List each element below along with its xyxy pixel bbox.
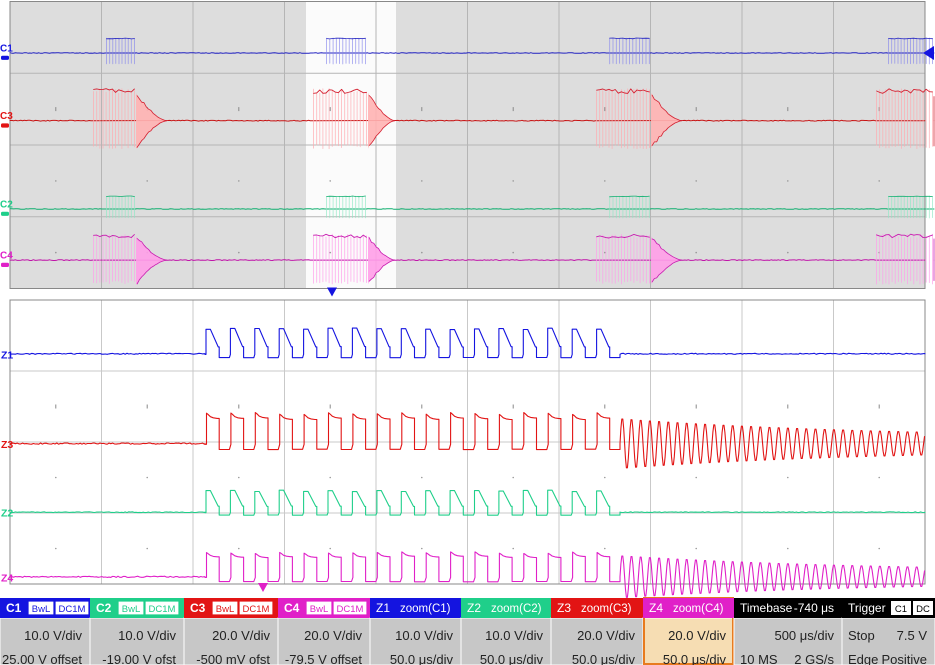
svg-text:BwL: BwL — [122, 604, 140, 615]
svg-text:Z1: Z1 — [376, 601, 390, 615]
svg-text:10.0 V/div: 10.0 V/div — [24, 628, 82, 643]
svg-text:C3: C3 — [190, 601, 206, 615]
svg-text:zoom(C4): zoom(C4) — [673, 603, 724, 615]
svg-text:DC: DC — [916, 604, 930, 615]
svg-text:10.0 V/div: 10.0 V/div — [485, 628, 543, 643]
svg-text:BwL: BwL — [216, 604, 234, 615]
svg-text:C2: C2 — [96, 601, 112, 615]
svg-text:Stop: Stop — [848, 628, 875, 643]
svg-text:BwL: BwL — [310, 604, 328, 615]
svg-text:C3: C3 — [0, 111, 13, 122]
svg-text:C1: C1 — [0, 44, 13, 55]
svg-text:20.0 V/div: 20.0 V/div — [577, 628, 635, 643]
svg-text:50.0 μs/div: 50.0 μs/div — [390, 652, 454, 665]
svg-text:DC1M: DC1M — [59, 604, 86, 615]
svg-text:Z2: Z2 — [1, 508, 13, 520]
svg-text:50.0 μs/div: 50.0 μs/div — [572, 652, 636, 665]
svg-text:Z1: Z1 — [1, 349, 13, 361]
svg-text:50.0 μs/div: 50.0 μs/div — [663, 652, 727, 665]
svg-text:Z2: Z2 — [467, 601, 481, 615]
svg-text:20.0 V/div: 20.0 V/div — [304, 628, 362, 643]
svg-text:10.0 V/div: 10.0 V/div — [395, 628, 453, 643]
svg-text:DC1M: DC1M — [243, 604, 270, 615]
svg-text:Z3: Z3 — [557, 601, 571, 615]
svg-text:10.0 V/div: 10.0 V/div — [118, 628, 176, 643]
svg-text:Z4: Z4 — [649, 601, 663, 615]
svg-text:Timebase: Timebase — [740, 601, 793, 615]
svg-text:Z4: Z4 — [1, 572, 13, 584]
svg-text:25.00 V offset: 25.00 V offset — [2, 652, 82, 665]
svg-text:C2: C2 — [0, 200, 13, 211]
svg-text:Z3: Z3 — [1, 439, 13, 451]
svg-text:500 μs/div: 500 μs/div — [774, 628, 834, 643]
svg-text:C1: C1 — [895, 604, 907, 615]
svg-text:C4: C4 — [0, 251, 13, 262]
svg-text:Positive: Positive — [881, 652, 927, 665]
svg-text:7.5 V: 7.5 V — [897, 628, 928, 643]
svg-text:-79.5 V offset: -79.5 V offset — [285, 652, 362, 665]
svg-text:zoom(C1): zoom(C1) — [400, 603, 451, 615]
svg-text:-500 mV ofst: -500 mV ofst — [196, 652, 270, 665]
svg-text:-19.00 V ofst: -19.00 V ofst — [102, 652, 176, 665]
svg-text:C4: C4 — [284, 601, 300, 615]
svg-text:zoom(C2): zoom(C2) — [491, 603, 542, 615]
svg-text:Edge: Edge — [848, 652, 878, 665]
svg-text:10 MS: 10 MS — [740, 652, 778, 665]
svg-text:C1: C1 — [6, 601, 22, 615]
svg-text:BwL: BwL — [32, 604, 50, 615]
svg-text:Trigger: Trigger — [848, 601, 886, 615]
svg-text:20.0 V/div: 20.0 V/div — [212, 628, 270, 643]
svg-text:zoom(C3): zoom(C3) — [581, 603, 632, 615]
svg-text:DC1M: DC1M — [337, 604, 364, 615]
svg-text:20.0 V/div: 20.0 V/div — [668, 628, 726, 643]
svg-text:2 GS/s: 2 GS/s — [794, 652, 834, 665]
svg-text:-740 μs: -740 μs — [794, 601, 834, 615]
svg-text:50.0 μs/div: 50.0 μs/div — [480, 652, 544, 665]
svg-text:DC1M: DC1M — [149, 604, 176, 615]
